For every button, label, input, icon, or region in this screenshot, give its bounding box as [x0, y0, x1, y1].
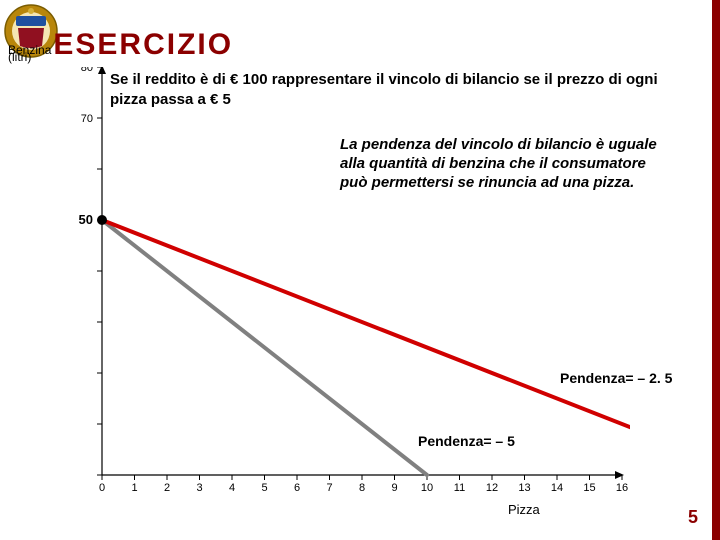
svg-text:80: 80: [81, 67, 93, 74]
svg-text:70: 70: [81, 113, 93, 125]
svg-text:50: 50: [79, 212, 93, 227]
svg-text:2: 2: [164, 482, 170, 494]
x-axis-label: Pizza: [508, 502, 540, 517]
svg-text:9: 9: [391, 482, 397, 494]
y-axis-sublabel: (litri): [8, 50, 31, 64]
page-title: ESERCIZIO: [53, 28, 233, 62]
svg-text:0: 0: [99, 482, 105, 494]
budget-constraint-chart: 012345678910111213141516507080: [70, 67, 630, 497]
svg-text:10: 10: [421, 482, 433, 494]
svg-text:13: 13: [518, 482, 530, 494]
header-row: Benzina ESERCIZIO: [8, 28, 233, 62]
svg-text:16: 16: [616, 482, 628, 494]
svg-text:14: 14: [551, 482, 563, 494]
svg-text:11: 11: [454, 482, 465, 494]
svg-text:5: 5: [261, 482, 267, 494]
slope-label-red: Pendenza= – 2. 5: [560, 370, 672, 386]
svg-text:12: 12: [486, 482, 498, 494]
svg-text:1: 1: [131, 482, 137, 494]
svg-text:8: 8: [359, 482, 365, 494]
page-number: 5: [688, 507, 698, 528]
svg-text:15: 15: [583, 482, 595, 494]
svg-text:6: 6: [294, 482, 300, 494]
svg-text:3: 3: [196, 482, 202, 494]
svg-text:4: 4: [229, 482, 235, 494]
svg-text:7: 7: [326, 482, 332, 494]
slope-label-black: Pendenza= – 5: [418, 433, 515, 449]
accent-bar: [712, 0, 720, 540]
